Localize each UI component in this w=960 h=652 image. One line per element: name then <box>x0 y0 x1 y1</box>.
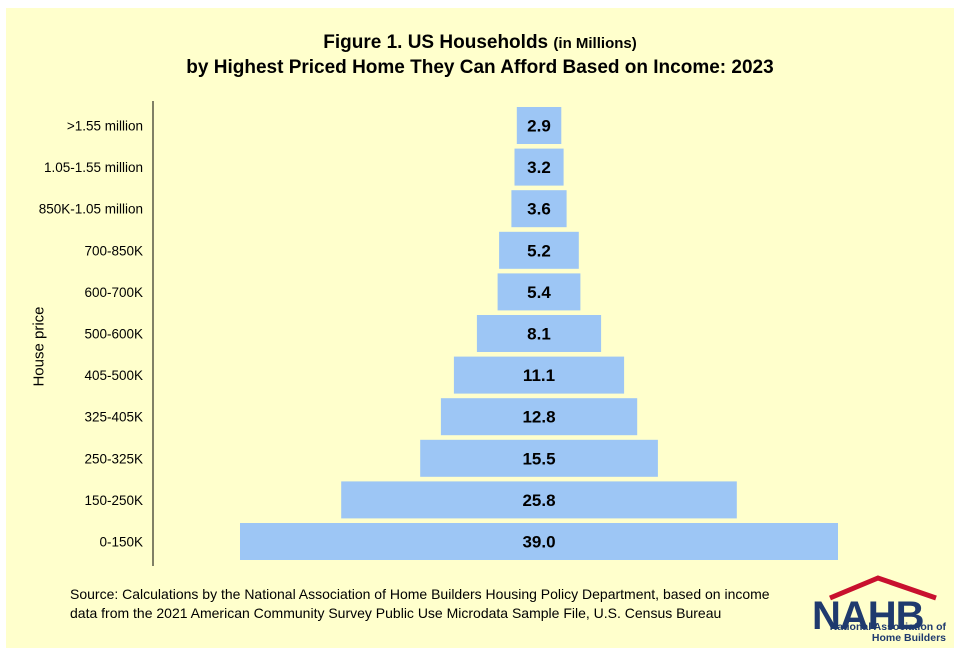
category-label-8: 250-325K <box>84 451 143 466</box>
value-label-0: 2.9 <box>527 117 551 136</box>
bar-6 <box>453 356 625 394</box>
category-label-7: 325-405K <box>84 410 143 425</box>
chart-title: Figure 1. US Households (in Millions) <box>323 32 637 53</box>
value-label-2: 3.6 <box>527 200 551 219</box>
bar-2 <box>511 190 567 228</box>
value-label-4: 5.4 <box>527 283 551 302</box>
bar-4 <box>497 273 581 311</box>
category-label-5: 500-600K <box>84 327 143 342</box>
category-label-6: 405-500K <box>84 368 143 383</box>
logo-subtext: National Association of Home Builders <box>829 621 946 644</box>
category-label-1: 1.05-1.55 million <box>44 160 143 175</box>
bars-group: 2.9 >1.55 million 3.2 1.05-1.55 million 3.6 8… <box>39 107 838 560</box>
bar-10 <box>240 523 838 560</box>
value-label-3: 5.2 <box>527 241 551 260</box>
chart-subtitle: by Highest Priced Home They Can Afford B… <box>186 57 774 78</box>
nahb-logo <box>829 575 937 601</box>
bar-8 <box>420 439 658 477</box>
value-label-5: 8.1 <box>527 325 551 344</box>
value-label-10: 39.0 <box>522 533 555 552</box>
category-label-0: >1.55 million <box>67 119 143 134</box>
category-label-2: 850K-1.05 million <box>39 202 143 217</box>
source-note: Source: Calculations by the National Ass… <box>70 586 770 621</box>
bar-1 <box>514 148 564 186</box>
category-label-10: 0-150K <box>99 535 143 550</box>
value-label-9: 25.8 <box>522 491 555 510</box>
category-label-4: 600-700K <box>84 285 143 300</box>
value-label-7: 12.8 <box>522 408 555 427</box>
chart-title-suffix: (in Millions) <box>553 35 637 52</box>
bar-0 <box>516 107 562 144</box>
bar-7 <box>440 398 638 436</box>
bar-3 <box>499 231 579 269</box>
bar-9 <box>341 481 737 519</box>
value-label-6: 11.1 <box>523 366 555 385</box>
value-label-8: 15.5 <box>522 449 555 468</box>
value-label-1: 3.2 <box>527 158 551 177</box>
logo-roof <box>829 575 937 601</box>
category-label-9: 150-250K <box>84 493 143 508</box>
logo-text: NAHB <box>812 594 925 638</box>
bar-5 <box>476 315 602 352</box>
category-label-3: 700-850K <box>84 243 143 258</box>
